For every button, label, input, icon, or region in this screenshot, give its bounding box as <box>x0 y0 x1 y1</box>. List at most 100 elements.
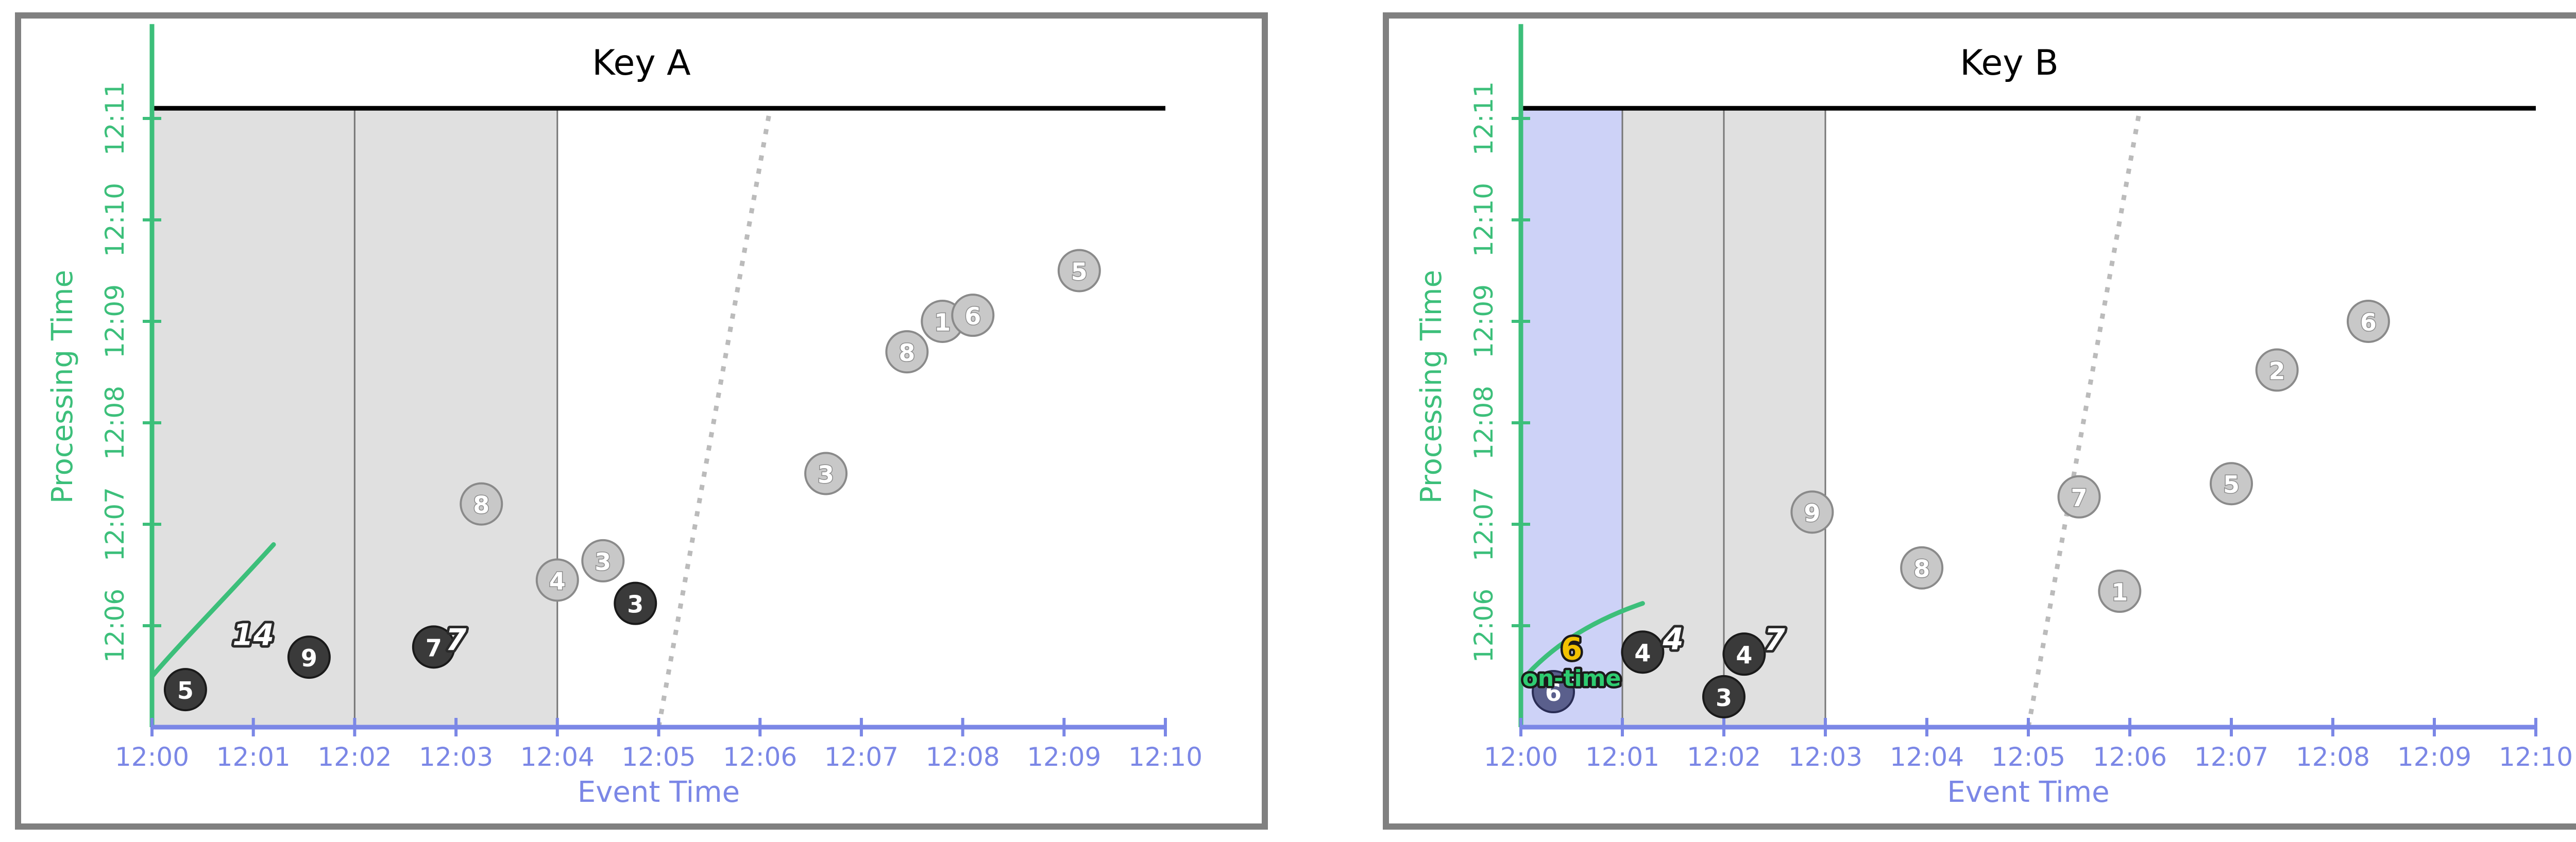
window-pane <box>1723 107 1826 728</box>
data-point-label: 4 <box>549 567 566 595</box>
data-point <box>2346 300 2390 343</box>
x-tick-label: 12:03 <box>419 742 493 772</box>
x-tick-label: 12:06 <box>2093 742 2167 772</box>
window-pane <box>1621 107 1725 728</box>
x-tick-label: 12:10 <box>2499 742 2573 772</box>
data-point <box>951 294 995 337</box>
data-point-label: 8 <box>1913 555 1930 583</box>
y-tick-label: 12:07 <box>1469 487 1499 561</box>
y-tick-label: 12:06 <box>100 589 130 663</box>
data-point <box>804 452 848 495</box>
watermark-projection-dotted-line <box>656 108 773 728</box>
data-point-label: 4 <box>1634 639 1651 667</box>
data-point <box>2098 570 2142 613</box>
data-point-label: 9 <box>301 644 317 672</box>
data-point <box>614 581 657 625</box>
window-result-label: 4 <box>1662 622 1683 657</box>
data-point <box>460 482 503 526</box>
data-point <box>1057 249 1101 293</box>
data-point-label: 7 <box>426 634 442 662</box>
window-result-label: 14 <box>232 617 274 652</box>
y-tick-label: 12:10 <box>1469 183 1499 257</box>
window-pane <box>1520 107 1623 728</box>
x-tick-label: 12:00 <box>115 742 189 772</box>
x-axis-label: Event Time <box>1947 776 2109 809</box>
x-axis-label: Event Time <box>578 776 740 809</box>
x-tick-label: 12:09 <box>1027 742 1101 772</box>
data-point-label: 3 <box>1716 684 1732 712</box>
data-point-label: 3 <box>627 591 643 618</box>
x-tick-label: 12:08 <box>2296 742 2370 772</box>
data-point <box>885 330 929 374</box>
x-tick-label: 12:07 <box>824 742 899 772</box>
data-point <box>1722 632 1766 676</box>
chart-panel-key-b: Key B 12:06 12:07 12:08 12:09 12:10 12:11 12:00… <box>1383 12 2576 830</box>
watermark-projection-dotted-line <box>2026 108 2143 728</box>
data-point <box>535 558 579 602</box>
watermark-curve <box>149 542 276 679</box>
data-point <box>287 635 331 679</box>
x-tick-label: 12:01 <box>216 742 291 772</box>
y-axis-label: Processing Time <box>46 270 79 504</box>
x-tick-label: 12:09 <box>2397 742 2471 772</box>
x-tick-label: 12:07 <box>2194 742 2268 772</box>
y-tick-label: 12:08 <box>1469 386 1499 460</box>
ontime-label: on-time <box>1522 665 1621 692</box>
x-tick-label: 12:02 <box>317 742 392 772</box>
y-tick-label: 12:09 <box>100 284 130 358</box>
data-point-label: 3 <box>595 548 611 576</box>
y-tick-label: 12:06 <box>1469 589 1499 663</box>
data-point <box>2255 348 2299 392</box>
y-tick-label: 12:09 <box>1469 284 1499 358</box>
y-tick-label: 12:10 <box>100 183 130 257</box>
chart-title: Key A <box>592 43 690 83</box>
ontime-result-value: 6 <box>1561 631 1583 667</box>
data-point <box>1900 546 1944 590</box>
y-tick-label: 12:11 <box>1469 81 1499 156</box>
data-point <box>163 668 207 712</box>
data-point <box>1532 670 1575 714</box>
data-point <box>581 539 625 582</box>
y-axis-label: Processing Time <box>1415 270 1448 504</box>
data-point <box>412 625 455 669</box>
x-tick-label: 12:04 <box>520 742 595 772</box>
chart-panel-key-a: Key A 12:06 12:07 12:08 12:09 12:10 12:11 12:00… <box>15 12 1268 830</box>
data-point-label: 6 <box>964 302 981 330</box>
x-tick-label: 12:01 <box>1585 742 1659 772</box>
window-pane <box>151 107 355 728</box>
x-tick-label: 12:03 <box>1788 742 1862 772</box>
data-point-label: 5 <box>2223 471 2240 499</box>
data-point-label: 6 <box>1545 679 1562 707</box>
data-point-label: 3 <box>818 461 834 489</box>
x-tick-label: 12:08 <box>926 742 1000 772</box>
y-tick-label: 12:11 <box>100 81 130 156</box>
data-point-label: 6 <box>2360 308 2377 336</box>
x-tick-label: 12:05 <box>621 742 696 772</box>
window-result-label: 7 <box>446 623 467 658</box>
x-tick-label: 12:00 <box>1484 742 1558 772</box>
data-point <box>1702 675 1745 718</box>
data-point-label: 5 <box>177 677 194 704</box>
data-point <box>1621 630 1665 674</box>
data-point-label: 5 <box>1071 258 1088 286</box>
window-result-label: 7 <box>1764 623 1785 658</box>
data-point-label: 1 <box>934 308 951 336</box>
data-point-label: 1 <box>2111 578 2128 606</box>
x-tick-label: 12:06 <box>723 742 797 772</box>
x-tick-label: 12:05 <box>1991 742 2065 772</box>
y-tick-label: 12:07 <box>100 487 130 561</box>
data-point <box>2210 462 2253 506</box>
data-point-label: 8 <box>473 491 489 519</box>
x-tick-label: 12:10 <box>1128 742 1202 772</box>
data-point <box>2057 475 2101 519</box>
y-tick-label: 12:08 <box>100 386 130 460</box>
x-tick-label: 12:02 <box>1687 742 1761 772</box>
data-point-label: 7 <box>2071 484 2087 512</box>
data-point-label: 8 <box>899 339 915 367</box>
chart-title: Key B <box>1960 43 2059 83</box>
data-point-label: 9 <box>1804 499 1820 527</box>
data-point-label: 4 <box>1736 641 1752 669</box>
x-tick-label: 12:04 <box>1890 742 1964 772</box>
data-point <box>1790 490 1834 534</box>
